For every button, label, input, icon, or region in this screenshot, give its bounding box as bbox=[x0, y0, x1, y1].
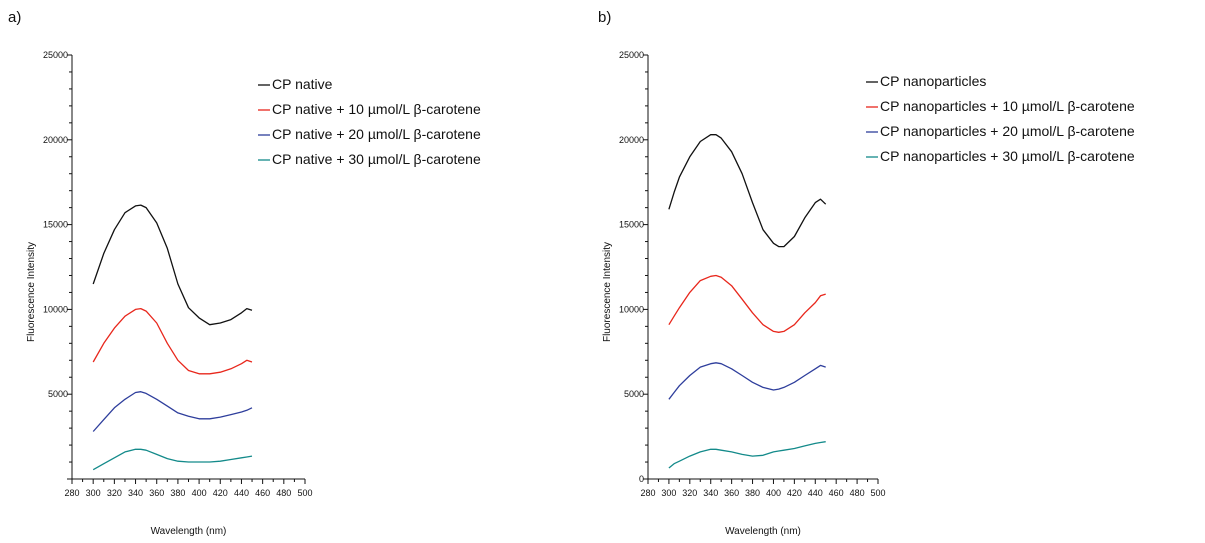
series-line bbox=[92, 307, 253, 375]
x-tick-label: 440 bbox=[808, 488, 823, 498]
x-axis-title: Wavelength (nm) bbox=[725, 526, 801, 537]
legend-label: CP nanoparticles + 20 µmol/L β-carotene bbox=[880, 123, 1135, 139]
x-axis-title: Wavelength (nm) bbox=[151, 526, 227, 537]
x-tick-label: 380 bbox=[170, 488, 185, 498]
y-tick-label: 20000 bbox=[43, 135, 68, 145]
legend-label: CP native bbox=[272, 76, 333, 92]
x-tick-label: 460 bbox=[829, 488, 844, 498]
y-tick-label: 0 bbox=[639, 474, 644, 484]
y-tick-label: 10000 bbox=[43, 304, 68, 314]
x-tick-label: 300 bbox=[86, 488, 101, 498]
y-tick-label: 5000 bbox=[48, 389, 68, 399]
x-tick-label: 500 bbox=[297, 488, 312, 498]
chart-a: 5000 10000 15000 20000 25000 280 300 320 340 360 3… bbox=[26, 50, 481, 537]
series-line bbox=[92, 448, 253, 471]
chart-b: 0 5000 10000 15000 20000 25000 280 300 320 340 360… bbox=[602, 50, 1135, 537]
panel-label-b: b) bbox=[598, 9, 611, 26]
legend-label: CP nanoparticles + 30 µmol/L β-carotene bbox=[880, 148, 1135, 164]
y-tick-label: 5000 bbox=[624, 389, 644, 399]
x-tick-label: 400 bbox=[192, 488, 207, 498]
legend-label: CP nanoparticles bbox=[880, 73, 986, 89]
y-axis-title: Fluorescence Intensity bbox=[26, 242, 37, 342]
x-tick-label: 300 bbox=[661, 488, 676, 498]
x-tick-label: 400 bbox=[766, 488, 781, 498]
y-tick-label: 15000 bbox=[619, 220, 644, 230]
x-tick-label: 320 bbox=[682, 488, 697, 498]
series-line bbox=[668, 134, 827, 248]
y-tick-label: 10000 bbox=[619, 304, 644, 314]
x-tick-label: 420 bbox=[213, 488, 228, 498]
y-axis-title: Fluorescence Intensity bbox=[602, 242, 613, 342]
y-tick-label: 25000 bbox=[43, 50, 68, 60]
y-tick-label: 25000 bbox=[619, 50, 644, 60]
x-tick-label: 500 bbox=[870, 488, 885, 498]
series-line bbox=[668, 441, 826, 469]
legend-label: CP native + 30 µmol/L β-carotene bbox=[272, 151, 481, 167]
x-tick-label: 340 bbox=[128, 488, 143, 498]
x-tick-label: 380 bbox=[745, 488, 760, 498]
y-tick-label: 15000 bbox=[43, 220, 68, 230]
panel-label-a: a) bbox=[8, 9, 21, 26]
y-tick-label: 20000 bbox=[619, 135, 644, 145]
legend-label: CP native + 10 µmol/L β-carotene bbox=[272, 101, 481, 117]
x-tick-label: 480 bbox=[850, 488, 865, 498]
x-tick-label: 320 bbox=[107, 488, 122, 498]
x-tick-label: 480 bbox=[276, 488, 291, 498]
series-line bbox=[668, 362, 826, 400]
series-line bbox=[92, 204, 253, 326]
x-tick-label: 420 bbox=[787, 488, 802, 498]
x-tick-label: 360 bbox=[149, 488, 164, 498]
series-line bbox=[668, 274, 826, 333]
series-line bbox=[92, 391, 253, 432]
legend-label: CP native + 20 µmol/L β-carotene bbox=[272, 126, 481, 142]
x-tick-label: 460 bbox=[255, 488, 270, 498]
x-tick-label: 340 bbox=[703, 488, 718, 498]
x-tick-label: 280 bbox=[64, 488, 79, 498]
x-tick-label: 440 bbox=[234, 488, 249, 498]
x-tick-label: 280 bbox=[640, 488, 655, 498]
legend-label: CP nanoparticles + 10 µmol/L β-carotene bbox=[880, 98, 1135, 114]
x-tick-label: 360 bbox=[724, 488, 739, 498]
